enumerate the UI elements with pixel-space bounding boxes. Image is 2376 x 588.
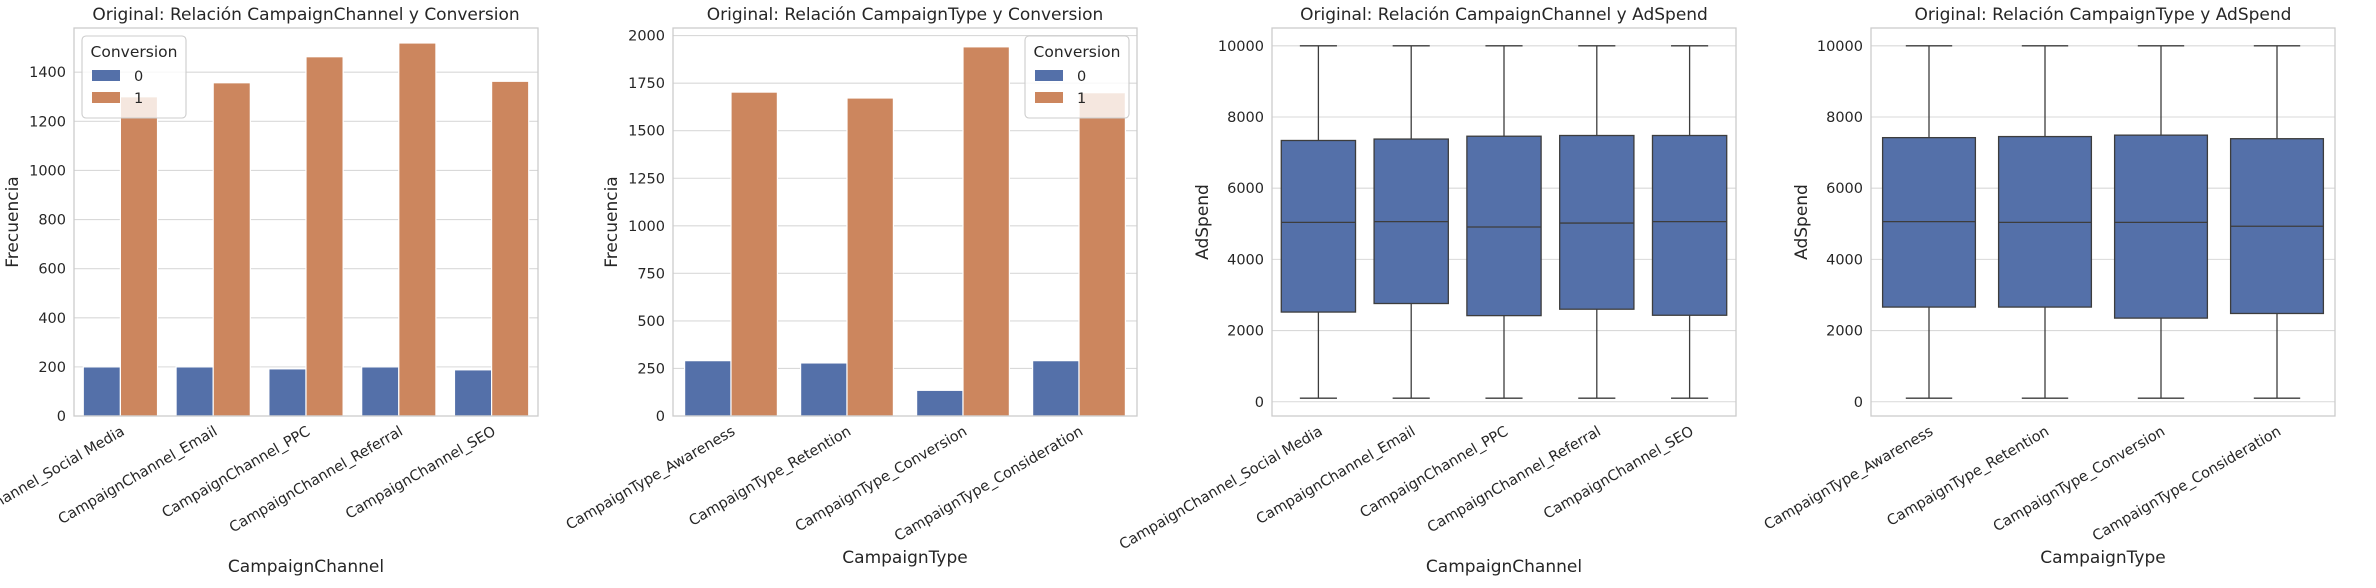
x-tick-label: CampaignType_Consideration [2090, 424, 2284, 545]
x-tick-label: CampaignChannel_Social Media [1117, 424, 1326, 554]
y-tick-label: 8000 [1826, 110, 1863, 126]
bar-series-1 [846, 97, 895, 417]
y-tick-label: 10000 [1817, 39, 1863, 55]
y-tick-label: 1200 [29, 114, 66, 130]
legend-swatch-0 [92, 70, 120, 81]
y-tick-label: 4000 [1826, 252, 1863, 268]
y-tick-label: 0 [1854, 395, 1863, 411]
chart-title: Original: Relación CampaignType y Conver… [707, 5, 1104, 25]
bar-series-0 [1031, 360, 1080, 417]
y-tick-label: 600 [38, 262, 66, 278]
bar-series-1 [119, 96, 159, 417]
axes-frame [1271, 27, 1737, 417]
y-tick-label: 1250 [628, 171, 665, 187]
y-tick-label: 2000 [628, 29, 665, 45]
bar-series-0 [799, 362, 848, 417]
axes-frame [73, 27, 539, 417]
box [1559, 134, 1635, 310]
x-tick-label: CampaignChannel_Email [56, 424, 220, 528]
legend-title: Conversion [1034, 43, 1121, 61]
x-tick-label: CampaignChannel_PPC [159, 424, 313, 522]
bar-series-0 [361, 366, 400, 417]
bar-series-1 [212, 82, 251, 417]
bar-series-1 [1078, 92, 1127, 417]
y-tick-label: 10000 [1218, 39, 1264, 55]
y-tick-label: 8000 [1227, 110, 1264, 126]
y-tick-label: 750 [637, 266, 665, 282]
legend-label-0: 0 [1077, 69, 1086, 85]
x-axis-label: CampaignType [842, 548, 967, 568]
bar-series-1 [962, 46, 1011, 417]
y-axis-label: AdSpend [1193, 184, 1213, 260]
y-tick-label: 400 [38, 311, 66, 327]
box [1881, 136, 1977, 308]
x-tick-label: CampaignType_Consideration [892, 424, 1086, 545]
bar-series-0 [453, 369, 493, 417]
chart-title: Original: Relación CampaignChannel y AdS… [1300, 5, 1708, 25]
x-tick-label: CampaignChannel_SEO [343, 424, 498, 523]
y-tick-label: 6000 [1227, 181, 1264, 197]
legend-swatch-1 [92, 92, 120, 103]
chart-title: Original: Relación CampaignType y AdSpen… [1915, 5, 2292, 25]
bar-series-0 [268, 368, 307, 417]
y-tick-label: 800 [38, 213, 66, 229]
x-axis-label: CampaignType [2040, 548, 2165, 568]
y-tick-label: 1000 [29, 163, 66, 179]
bar-series-1 [730, 91, 779, 417]
chart-3: 0 2000 4000 6000 8000 10000 CampaignChannel_So… [1117, 5, 1737, 577]
y-tick-label: 0 [1255, 395, 1264, 411]
y-axis-label: Frecuencia [3, 176, 23, 267]
axes-frame [672, 27, 1138, 417]
x-tick-label: CampaignChannel_Referral [1425, 424, 1604, 537]
chart-4: 0200040006000800010000CampaignType_Aware… [1762, 5, 2336, 568]
legend-title: Conversion [91, 43, 178, 61]
chart-1: 0 200 400 600 800 1000 1200 1400 CampaignChannel… [0, 5, 539, 577]
y-tick-label: 0 [57, 409, 66, 425]
x-tick-label: CampaignChannel_Referral [227, 424, 406, 537]
legend-label-1: 1 [134, 91, 143, 107]
bar-series-0 [82, 366, 121, 417]
box [1466, 135, 1542, 317]
chart-2: 0 250 500 750 1000 1250 1500 1750 2000 CampaignTy… [564, 5, 1138, 568]
legend-swatch-0 [1035, 70, 1063, 81]
x-tick-label: CampaignChannel_PPC [1357, 424, 1511, 522]
bar-series-1 [491, 80, 530, 417]
y-tick-label: 200 [38, 360, 66, 376]
legend: Conversion 0 1 [1024, 35, 1130, 119]
y-tick-label: 4000 [1227, 252, 1264, 268]
bar-series-0 [175, 366, 214, 417]
legend-swatch-1 [1035, 92, 1063, 103]
legend-label-1: 1 [1077, 91, 1086, 107]
bar-series-1 [398, 42, 437, 417]
box [2113, 134, 2209, 319]
x-tick-label: CampaignChannel_Email [1254, 424, 1418, 528]
bar-series-0 [915, 389, 964, 417]
y-tick-label: 1400 [29, 65, 66, 81]
y-tick-label: 2000 [1826, 324, 1863, 340]
axes-frame [1870, 27, 2336, 417]
y-tick-label: 1500 [628, 124, 665, 140]
chart-title: Original: Relación CampaignChannel y Con… [92, 5, 519, 25]
bar-series-1 [305, 56, 344, 417]
y-tick-label: 0 [656, 409, 665, 425]
y-tick-label: 6000 [1826, 181, 1863, 197]
y-tick-label: 1000 [628, 219, 665, 235]
legend: Conversion 0 1 [81, 35, 187, 119]
x-tick-label: CampaignChannel_SEO [1541, 424, 1696, 523]
x-axis-label: CampaignChannel [228, 557, 384, 577]
legend-label-0: 0 [134, 69, 143, 85]
box [1651, 134, 1728, 316]
box [1280, 139, 1357, 313]
y-tick-label: 1750 [628, 76, 665, 92]
x-axis-label: CampaignChannel [1426, 557, 1582, 577]
y-tick-label: 2000 [1227, 324, 1264, 340]
y-tick-label: 500 [637, 314, 665, 330]
y-axis-label: AdSpend [1792, 184, 1812, 260]
y-axis-label: Frecuencia [602, 176, 622, 267]
y-tick-label: 250 [637, 361, 665, 377]
bar-series-0 [683, 360, 732, 417]
